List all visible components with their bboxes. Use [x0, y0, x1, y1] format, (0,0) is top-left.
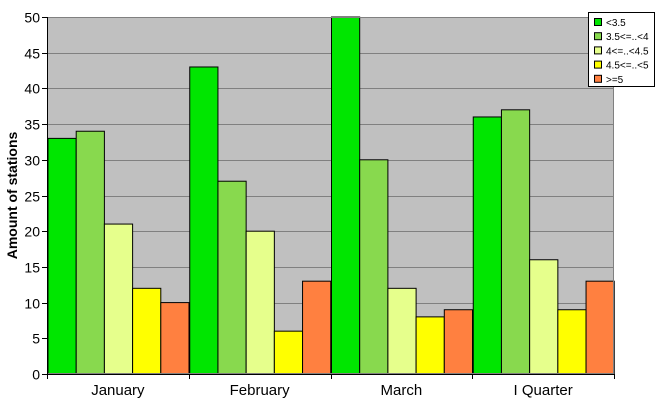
- bars: [47, 16, 615, 375]
- bar: [245, 230, 275, 375]
- legend-entry-label: >=5: [606, 75, 624, 86]
- bar: [273, 330, 304, 375]
- legend-swatch: [594, 18, 602, 26]
- bar: [103, 223, 134, 375]
- legend-swatch: [594, 74, 602, 83]
- bar: [500, 109, 531, 375]
- y-axis-label: Amount of stations: [4, 132, 20, 260]
- x-category-label: I Quarter: [514, 382, 573, 399]
- bar: [529, 259, 559, 375]
- legend: <3.5 3.5<=..<4 4<=..<4.5 4.5<=..<5 >=5: [588, 12, 655, 87]
- bar: [331, 16, 361, 375]
- legend-entry-label: 4<=..<4.5: [606, 46, 649, 57]
- legend-swatch: [594, 60, 602, 69]
- legend-swatch: [594, 32, 602, 41]
- bar: [189, 66, 219, 375]
- x-category-label: March: [381, 382, 423, 399]
- x-axis-categories: January February March I Quarter: [47, 374, 615, 399]
- x-category-label: January: [91, 382, 145, 399]
- bar: [415, 316, 445, 375]
- bar: [443, 309, 473, 375]
- y-axis-ticks: 0 5 10 15 20 25 30 35 40 45 50: [24, 10, 47, 383]
- axes: [42, 17, 614, 375]
- y-tick-label: 40: [24, 81, 40, 97]
- bar: [557, 309, 587, 375]
- bar: [585, 280, 615, 375]
- y-tick-label: 25: [24, 189, 40, 205]
- bar: [359, 159, 389, 375]
- bar: [132, 287, 162, 375]
- bar: [302, 280, 332, 375]
- bar: [217, 180, 247, 375]
- y-tick-label: 5: [32, 331, 40, 347]
- y-tick-label: 50: [24, 10, 40, 26]
- y-tick-label: 30: [24, 153, 40, 169]
- x-category-label: February: [230, 382, 291, 399]
- bar: [47, 137, 77, 375]
- bar: [75, 130, 105, 375]
- bar: [472, 116, 502, 375]
- y-tick-label: 35: [24, 117, 40, 133]
- bar: [387, 287, 417, 375]
- y-tick-label: 45: [24, 46, 40, 62]
- y-tick-label: 0: [32, 367, 40, 383]
- legend-entry-label: 4.5<=..<5: [606, 61, 649, 72]
- legend-swatch: [594, 46, 602, 55]
- y-tick-label: 10: [24, 296, 40, 312]
- y-tick-label: 15: [24, 260, 40, 276]
- y-tick-label: 20: [24, 224, 40, 240]
- bar: [160, 302, 190, 375]
- legend-entry-label: <3.5: [606, 18, 626, 29]
- legend-entry-label: 3.5<=..<4: [606, 32, 649, 43]
